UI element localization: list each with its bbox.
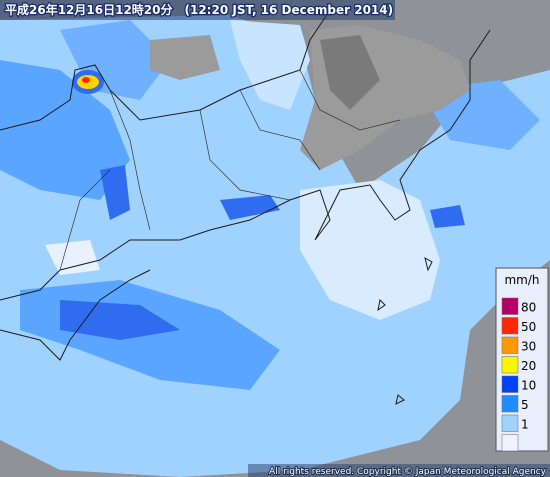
copyright: All rights reserved. Copyright © Japan M…: [269, 467, 547, 477]
island: [377, 256, 433, 405]
coastline: [0, 269, 151, 361]
legend-label: 30: [521, 340, 536, 354]
legend-swatch: [501, 414, 519, 432]
legend-label: 10: [521, 379, 536, 393]
rain-area-faint: [300, 180, 440, 320]
rain-cell: [82, 77, 90, 83]
legend-label: 80: [521, 301, 536, 315]
legend-swatch: [501, 395, 519, 413]
rain-area-heavy: [100, 165, 130, 220]
header-title: 平成26年12月16日12時20分 (12:20 JST, 16 Decembe…: [5, 2, 393, 17]
no-echo-area: [150, 35, 220, 80]
legend-swatch: [501, 434, 519, 452]
legend-label: 5: [521, 398, 529, 412]
copyright-band: [248, 464, 550, 477]
rain-area-faint: [230, 20, 310, 110]
legend-unit: mm/h: [504, 273, 539, 287]
prefecture-border: [59, 69, 401, 271]
legend-items: 80 50 30 20 10 5 1: [501, 297, 536, 452]
no-echo-area: [320, 35, 380, 110]
legend-label: 50: [521, 320, 536, 334]
coastline: [0, 29, 491, 301]
rain-area-heavy: [430, 205, 465, 228]
header-band: [0, 0, 395, 20]
legend-swatch: [501, 297, 519, 315]
legend-label: 1: [521, 418, 529, 432]
legend-swatch: [501, 375, 519, 393]
rain-area-heavy: [220, 195, 280, 220]
legend-swatch: [501, 317, 519, 335]
rain-area-heavy: [60, 300, 180, 340]
legend-swatch: [501, 336, 519, 354]
rain-area-faint: [45, 240, 100, 275]
rain-area-moderate: [0, 60, 130, 200]
legend-swatch: [501, 356, 519, 374]
legend-label: 20: [521, 359, 536, 373]
